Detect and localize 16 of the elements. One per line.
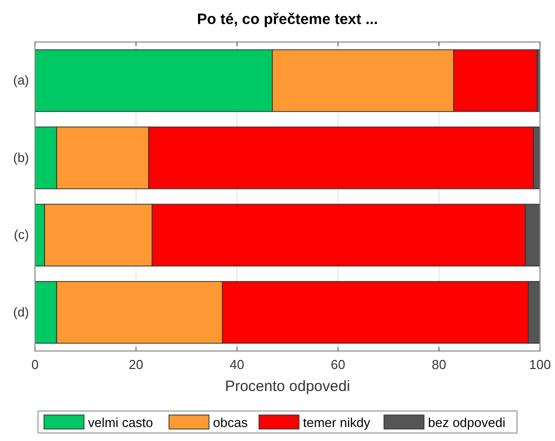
y-tick-label: (d) — [13, 304, 29, 320]
x-tick-label: 20 — [128, 357, 144, 372]
y-tick-label: (c) — [14, 227, 29, 242]
x-tick-label: 60 — [330, 357, 346, 372]
legend-label: bez odpovedi — [428, 415, 506, 430]
legend-label: velmi casto — [88, 415, 154, 430]
x-tick-label: 0 — [31, 357, 39, 372]
x-tick-label: 80 — [432, 357, 446, 372]
x-axis-title: Procento odpovedi — [224, 378, 350, 395]
y-tick-label: (a) — [13, 72, 29, 88]
x-tick-label: 100 — [529, 357, 551, 372]
y-tick-label: (b) — [13, 150, 29, 165]
chart-title: Po té, co přečteme text ... — [197, 11, 378, 28]
legend-label: temer nikdy — [303, 415, 371, 430]
x-tick-label: 40 — [230, 357, 244, 372]
legend-label: obcas — [213, 415, 248, 430]
